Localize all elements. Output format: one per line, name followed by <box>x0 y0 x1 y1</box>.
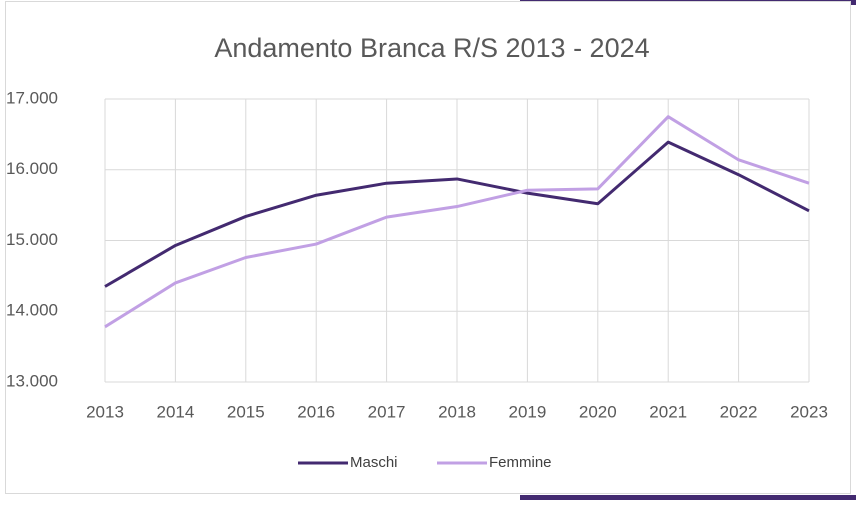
x-tick-label: 2020 <box>579 402 617 421</box>
legend-label: Femmine <box>489 454 552 471</box>
x-tick-label: 2014 <box>156 402 194 421</box>
chart-title: Andamento Branca R/S 2013 - 2024 <box>214 33 649 63</box>
series-line <box>104 115 810 329</box>
decor-bar <box>520 495 856 500</box>
x-tick-label: 2016 <box>297 402 335 421</box>
x-tick-label: 2022 <box>720 402 758 421</box>
y-tick-label: 14.000 <box>6 301 58 320</box>
x-tick-label: 2023 <box>790 402 828 421</box>
x-tick-label: 2018 <box>438 402 476 421</box>
y-tick-label: 16.000 <box>6 159 58 178</box>
x-tick-label: 2019 <box>508 402 546 421</box>
legend-label: Maschi <box>350 454 398 471</box>
y-tick-label: 15.000 <box>6 230 58 249</box>
y-tick-label: 13.000 <box>6 371 58 390</box>
x-tick-label: 2017 <box>368 402 406 421</box>
chart-frame <box>5 1 851 494</box>
y-tick-label: 17.000 <box>6 88 58 107</box>
x-tick-label: 2013 <box>86 402 124 421</box>
x-tick-label: 2021 <box>649 402 687 421</box>
x-tick-label: 2015 <box>227 402 265 421</box>
series-line <box>104 140 810 288</box>
